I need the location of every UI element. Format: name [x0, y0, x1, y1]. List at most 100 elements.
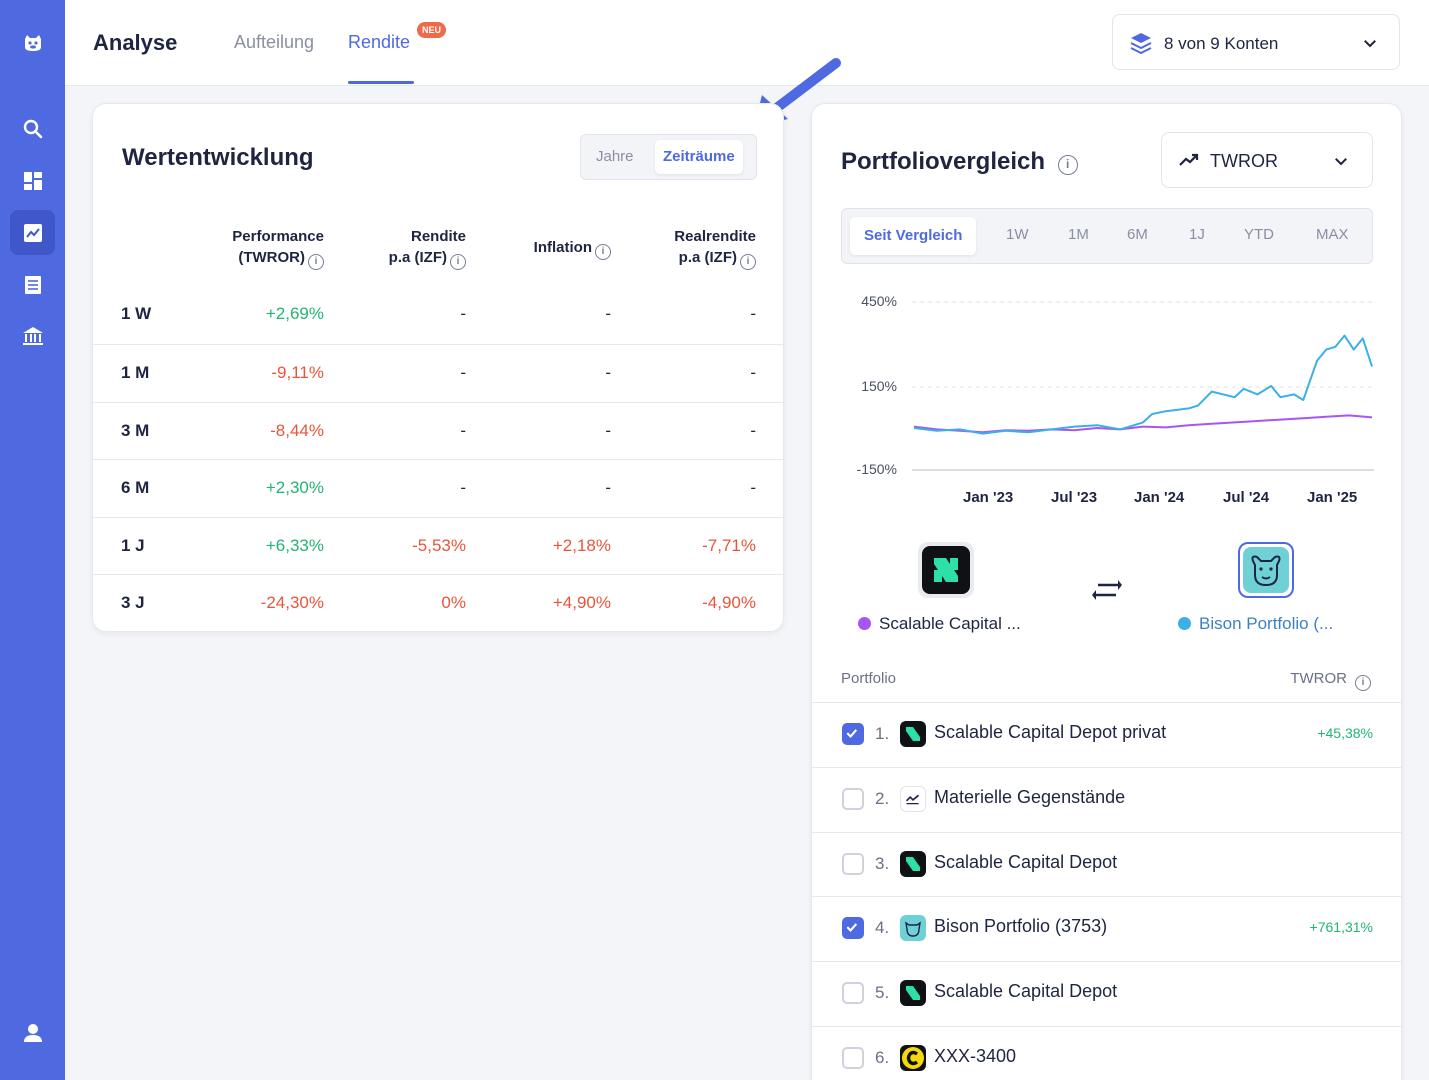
cell-realrendite: -4,90% [702, 593, 756, 612]
toggle-jahre[interactable]: Jahre [596, 148, 634, 165]
right-portfolio-label[interactable]: Bison Portfolio (... [1178, 614, 1333, 634]
x-tick-label: Jan '23 [963, 489, 1014, 506]
tab-rendite[interactable]: Rendite [348, 32, 411, 52]
tab-aufteilung[interactable]: Aufteilung [234, 32, 315, 52]
list-item-name: Materielle Gegenstände [934, 787, 1126, 807]
cell-performance: -9,11% [271, 363, 324, 382]
info-icon[interactable]: i [1355, 675, 1371, 691]
performance-card: Wertentwicklung Jahre Zeiträume Performa… [92, 103, 784, 632]
legend-dot [858, 617, 871, 630]
list-header-twror: TWROR i [1290, 670, 1371, 691]
series-line-1 [913, 334, 1373, 435]
cell-realrendite: -7,71% [702, 536, 756, 555]
period-seit-vergleich[interactable]: Seit Vergleich [850, 217, 977, 255]
col-header-rendite-line1: Rendite [410, 228, 466, 245]
col-header-performance-line2: (TWROR) [238, 249, 305, 266]
col-header-inflation-line1: Inflation [533, 239, 592, 256]
trend-up-icon [1179, 153, 1199, 166]
toggle-zeitraeume[interactable]: Zeiträume [655, 140, 743, 174]
list-item-number: 3. [875, 854, 890, 873]
x-tick-label: Jul '23 [1051, 489, 1098, 506]
cell-inflation: - [605, 304, 611, 323]
bison-logo-icon[interactable] [1238, 542, 1294, 598]
info-icon[interactable]: i [450, 254, 466, 270]
list-icon[interactable] [10, 262, 55, 307]
cell-rendite: - [460, 421, 466, 440]
info-icon[interactable]: i [1057, 155, 1078, 175]
period-1m[interactable]: 1M [1068, 226, 1089, 243]
col-header-inflation: Inflation i [493, 237, 611, 260]
left-portfolio-label[interactable]: Scalable Capital ... [858, 614, 1021, 634]
dashboard-icon[interactable] [10, 158, 55, 203]
logo-icon[interactable] [10, 20, 55, 65]
list-item[interactable]: 1. Scalable Capital Depot privat +45,38% [812, 702, 1401, 767]
cell-inflation: +2,18% [552, 536, 611, 555]
period-ytd[interactable]: YTD [1244, 226, 1274, 243]
layers-icon [1130, 33, 1152, 55]
cell-rendite: - [460, 304, 466, 323]
list-item[interactable]: 6. XXX-3400 [812, 1026, 1401, 1080]
list-item-number: 2. [875, 789, 890, 808]
list-header-twror-text: TWROR [1290, 670, 1347, 687]
checkbox[interactable] [842, 788, 864, 810]
accounts-dropdown[interactable]: 8 von 9 Konten [1112, 14, 1400, 70]
cell-rendite: -5,53% [412, 536, 466, 555]
info-icon[interactable]: i [595, 244, 611, 260]
chart-icon[interactable] [10, 210, 55, 255]
list-item[interactable]: 3. Scalable Capital Depot [812, 832, 1401, 897]
new-badge: NEU [417, 22, 447, 38]
checkbox[interactable] [842, 1047, 864, 1069]
right-portfolio-name: Bison Portfolio (... [1199, 614, 1334, 633]
cell-rendite: 0% [441, 593, 466, 612]
checkbox[interactable] [842, 723, 864, 745]
cell-performance: -8,44% [270, 421, 324, 440]
list-item-name: Scalable Capital Depot privat [934, 722, 1167, 742]
list-item[interactable]: 2. Materielle Gegenstände [812, 767, 1401, 832]
sidebar [0, 0, 65, 1080]
list-item-number: 6. [875, 1048, 890, 1067]
table-row: 3 M -8,44% - - - [93, 402, 783, 459]
period-max[interactable]: MAX [1316, 226, 1349, 243]
period-1w[interactable]: 1W [1006, 226, 1029, 243]
metric-dropdown[interactable]: TWROR [1161, 132, 1373, 188]
table-row: 1 J +6,33% -5,53% +2,18% -7,71% [93, 517, 783, 574]
checkbox[interactable] [842, 917, 864, 939]
legend-dot [1178, 617, 1191, 630]
c-logo-icon [900, 1045, 926, 1071]
bank-icon[interactable] [10, 313, 55, 358]
y-tick-label: 150% [861, 378, 897, 394]
cell-performance: +2,30% [265, 478, 324, 497]
col-header-rendite-line2: p.a (IZF) [388, 249, 447, 266]
row-period: 1 M [121, 363, 150, 382]
checkbox[interactable] [842, 853, 864, 875]
info-icon[interactable]: i [740, 254, 756, 270]
col-header-realrendite-line2: p.a (IZF) [678, 249, 737, 266]
list-item-value: +45,38% [1317, 725, 1373, 741]
swap-icon[interactable] [1092, 578, 1122, 602]
col-header-rendite: Rendite p.a (IZF) i [353, 226, 466, 270]
list-item[interactable]: 5. Scalable Capital Depot [812, 961, 1401, 1026]
scalable-logo-icon[interactable] [918, 542, 974, 598]
info-icon[interactable]: i [308, 254, 324, 270]
cell-inflation: - [605, 478, 611, 497]
period-1j[interactable]: 1J [1189, 226, 1205, 243]
bison-logo-icon [900, 915, 926, 941]
cell-inflation: - [605, 421, 611, 440]
checkbox[interactable] [842, 982, 864, 1004]
scalable-logo-icon [900, 851, 926, 877]
cell-rendite: - [460, 478, 466, 497]
cell-realrendite: - [750, 478, 756, 497]
list-item-number: 4. [875, 918, 890, 937]
cell-performance: +2,69% [265, 304, 324, 323]
search-icon[interactable] [10, 106, 55, 151]
x-tick-label: Jan '24 [1134, 489, 1185, 506]
cell-inflation: - [605, 363, 611, 382]
user-icon[interactable] [10, 1010, 55, 1055]
period-6m[interactable]: 6M [1127, 226, 1148, 243]
row-period: 1 W [121, 304, 152, 323]
performance-card-title: Wertentwicklung [122, 144, 314, 171]
cell-performance: +6,33% [265, 536, 324, 555]
period-selector: Seit Vergleich 1W 1M 6M 1J YTD MAX [841, 208, 1373, 264]
left-portfolio-name: Scalable Capital ... [879, 614, 1021, 633]
list-item[interactable]: 4. Bison Portfolio (3753) +761,31% [812, 896, 1401, 961]
